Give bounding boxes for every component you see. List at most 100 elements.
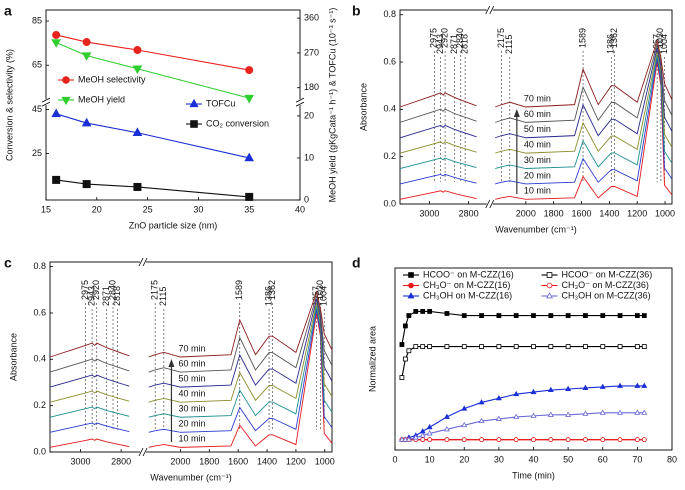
series-line	[399, 190, 477, 200]
marker	[461, 405, 468, 411]
marker	[548, 344, 554, 349]
curve-label: 30 min	[178, 404, 205, 414]
peak-label: 2871	[101, 286, 111, 306]
series-line	[49, 358, 130, 373]
series-line	[401, 412, 645, 441]
y-tick-label: 0.2	[33, 400, 46, 410]
series-line	[495, 51, 673, 154]
peak-label: 2975	[80, 280, 90, 300]
peak-label: 1386	[263, 286, 273, 306]
x-tick-label: 70	[632, 454, 642, 464]
peak-label: 1004	[659, 34, 669, 54]
y-tick-label: 25	[32, 148, 42, 158]
marker	[82, 38, 91, 47]
marker	[443, 413, 450, 419]
marker	[617, 382, 624, 388]
marker	[634, 382, 641, 388]
curve-label: 30 min	[524, 155, 551, 165]
x-tick-label: 1200	[286, 456, 306, 466]
x-axis-title: Time (min)	[512, 470, 555, 480]
marker	[599, 409, 606, 415]
series-line	[148, 298, 333, 388]
marker	[634, 437, 640, 443]
marker	[495, 394, 502, 401]
peak-label: 2920	[439, 28, 449, 48]
marker	[479, 344, 484, 349]
peak-label: 1589	[234, 280, 244, 300]
curve-label: 70 min	[178, 343, 205, 353]
x-tick-label: 40	[295, 204, 305, 214]
marker	[496, 437, 502, 443]
legend-label: CH₃O⁻ on M-CZZ(36)	[562, 280, 649, 290]
curve-label: 40 min	[524, 140, 551, 150]
marker	[426, 423, 433, 430]
series-line	[49, 406, 130, 418]
series-line	[148, 305, 333, 418]
x-tick-label: 30	[494, 454, 504, 464]
series-line	[49, 374, 130, 388]
legend-label: CO₂ conversion	[206, 118, 269, 128]
series-line	[56, 179, 250, 198]
panel-letter: b	[352, 3, 361, 19]
x-axis-title: Wavenumber (cm⁻¹)	[150, 472, 231, 482]
legend-label: CH₃OH on M-CZZ(16)	[423, 290, 512, 300]
marker	[420, 437, 426, 443]
curve-label: 60 min	[524, 109, 551, 119]
marker	[82, 180, 91, 189]
x-tick-label: 2800	[459, 208, 479, 218]
axis-break	[295, 97, 305, 103]
marker	[81, 52, 92, 61]
marker	[531, 344, 536, 349]
peak-label: 1362	[609, 28, 619, 48]
marker	[634, 409, 641, 415]
x-tick-label: 10	[425, 454, 435, 464]
peak-label: 1057	[311, 286, 321, 306]
marker	[412, 434, 419, 440]
y-tick-label: 0.6	[33, 307, 46, 317]
series-line	[399, 124, 477, 139]
marker	[496, 313, 502, 318]
marker	[413, 344, 419, 349]
series-line	[495, 58, 673, 185]
marker	[546, 272, 553, 278]
marker	[406, 348, 412, 354]
marker	[51, 108, 61, 118]
series-line	[148, 312, 333, 448]
peak-label: 2175	[150, 280, 160, 300]
marker	[245, 192, 254, 201]
y2-tick-label: 0	[304, 194, 309, 204]
marker	[427, 437, 433, 443]
marker	[479, 313, 484, 318]
y-axis-title: Absorbance	[358, 83, 368, 131]
legend-label: HCOO⁻ on M-CZZ(16)	[423, 269, 514, 279]
marker	[565, 437, 571, 443]
y-tick-label: 0.0	[383, 198, 396, 208]
marker	[478, 399, 485, 405]
series-line	[49, 422, 130, 433]
peak-label: 1004	[319, 286, 329, 306]
marker	[402, 436, 409, 442]
marker	[461, 344, 467, 349]
y-tick-label: 45	[32, 104, 42, 114]
marker	[634, 344, 640, 349]
marker	[420, 344, 426, 349]
plot-frame	[45, 9, 301, 201]
peak-label: 2175	[496, 28, 506, 48]
y-axis-title: Normalized area	[367, 326, 377, 392]
panel-letter: a	[4, 3, 12, 19]
x-tick-label: 2000	[170, 456, 190, 466]
marker	[52, 175, 61, 184]
curve-label: 50 min	[178, 373, 205, 383]
marker	[132, 127, 143, 137]
marker	[641, 313, 647, 318]
axis-break	[486, 7, 493, 13]
peak-label: 2840	[455, 28, 465, 48]
marker	[406, 313, 412, 318]
marker	[427, 344, 433, 349]
y2-tick-label: 10	[304, 152, 314, 162]
x-tick-label: 35	[244, 204, 254, 214]
y-tick-label: 0.2	[383, 151, 396, 161]
x-tick-label: 1800	[544, 208, 564, 218]
x-tick-label: 1200	[627, 208, 647, 218]
